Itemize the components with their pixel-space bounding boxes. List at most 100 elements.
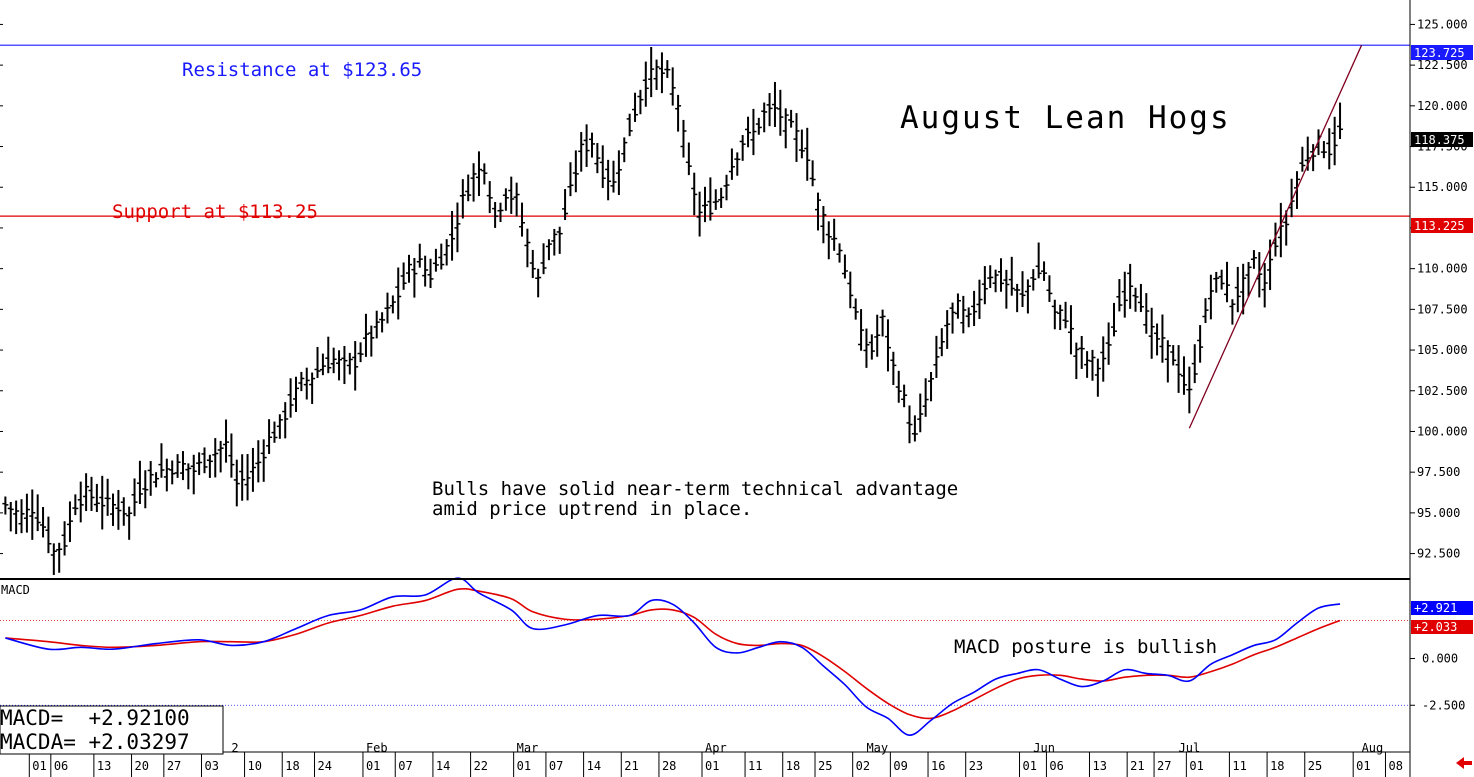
price-tick-label: 122.500 (1417, 58, 1468, 72)
ohlc-bar (954, 293, 961, 319)
ohlc-bar (196, 452, 203, 476)
ohlc-bar (1320, 141, 1327, 159)
ohlc-bar (104, 478, 111, 516)
ohlc-bar (1041, 261, 1048, 281)
price-tick-label: 105.000 (1417, 343, 1468, 357)
ohlc-bar (529, 249, 536, 278)
ohlc-bar (153, 472, 160, 488)
ohlc-bar (1170, 345, 1177, 366)
ohlc-bar (368, 325, 375, 357)
macda-signal-line (5, 587, 1341, 720)
ohlc-bar (540, 243, 547, 275)
ohlc-bar (960, 295, 967, 334)
ohlc-bar (50, 543, 57, 575)
day-label: 06 (54, 759, 68, 773)
day-label: 18 (786, 759, 800, 773)
ohlc-bar (158, 443, 165, 478)
tag-macd-bg (1411, 601, 1473, 615)
readout-macd: MACD= +2.92100 (0, 706, 190, 730)
ohlc-bar (658, 52, 665, 94)
ohlc-bar (239, 454, 246, 501)
ohlc-bar (465, 174, 472, 202)
ohlc-bar (965, 307, 972, 328)
ohlc-bar (357, 342, 364, 363)
ohlc-bar (486, 181, 493, 214)
ohlc-bar (93, 483, 100, 513)
ohlc-bar (745, 116, 752, 148)
day-label: 09 (893, 759, 907, 773)
ohlc-bar (1030, 269, 1037, 291)
ohlc-bar (411, 258, 418, 298)
ohlc-bar (45, 516, 52, 554)
ohlc-bar (260, 439, 267, 482)
ohlc-bar (346, 352, 353, 375)
ohlc-bar (567, 162, 574, 197)
price-panel (0, 44, 1410, 575)
ohlc-bar (917, 393, 924, 433)
ohlc-bar (981, 266, 988, 305)
ohlc-bar (1116, 279, 1123, 312)
month-label: Aug (1362, 741, 1384, 755)
ohlc-bar (228, 433, 235, 478)
ohlc-bar (292, 376, 299, 412)
ohlc-bar (761, 102, 768, 133)
ohlc-bar (1310, 144, 1317, 172)
ohlc-bar (755, 117, 762, 135)
ohlc-bar (142, 470, 149, 509)
ohlc-bar (637, 89, 644, 115)
scroll-left-arrow-icon[interactable] (1456, 757, 1472, 769)
ohlc-bar (1127, 263, 1134, 309)
ohlc-bar (771, 81, 778, 127)
ohlc-bar (459, 179, 466, 219)
ohlc-bar (223, 419, 230, 463)
ohlc-bar (389, 295, 396, 314)
ohlc-bar (1084, 351, 1091, 378)
ohlc-bar (131, 478, 138, 517)
ohlc-bar (72, 494, 79, 516)
ohlc-bar (1111, 302, 1118, 337)
day-label: 28 (662, 759, 676, 773)
day-label: 23 (969, 759, 983, 773)
ohlc-bar (255, 440, 262, 483)
ohlc-bar (1299, 146, 1306, 172)
ohlc-bar (562, 189, 569, 221)
ohlc-bar (1277, 202, 1284, 258)
ohlc-bar (341, 345, 348, 385)
day-label: 13 (1092, 759, 1106, 773)
ohlc-bar (793, 113, 800, 162)
ohlc-bar (475, 151, 482, 197)
price-tick-label: 95.000 (1417, 506, 1460, 520)
month-label: Jun (1033, 741, 1055, 755)
ohlc-bar (911, 415, 918, 442)
tag-resistance: 123.725 (1414, 46, 1465, 60)
day-label: 01 (517, 759, 531, 773)
ohlc-bar (728, 148, 735, 180)
ohlc-bar (481, 163, 488, 185)
ohlc-bar (1234, 266, 1241, 313)
ohlc-bar (34, 494, 41, 532)
ohlc-bar (508, 176, 515, 214)
ohlc-bar (734, 152, 741, 176)
ohlc-bar (879, 309, 886, 337)
ohlc-bar (1035, 242, 1042, 279)
ohlc-bar (287, 378, 294, 418)
ohlc-bar (1224, 261, 1231, 303)
ohlc-bar (1229, 299, 1236, 325)
price-tick-label: 92.500 (1417, 547, 1460, 561)
ohlc-bar (847, 271, 854, 309)
ohlc-bar (594, 143, 601, 174)
ohlc-bar (804, 127, 811, 181)
ohlc-bar (497, 202, 504, 223)
ohlc-bar (922, 378, 929, 417)
ohlc-bar (61, 521, 68, 556)
day-label: 21 (624, 759, 638, 773)
ohlc-bar (438, 243, 445, 270)
ohlc-bar (185, 463, 192, 490)
ohlc-bar (750, 108, 757, 156)
ohlc-bar (680, 119, 687, 158)
ohlc-bar (874, 314, 881, 357)
day-label: 18 (285, 759, 299, 773)
ohlc-bar (513, 182, 520, 217)
ohlc-bar (777, 89, 784, 136)
ohlc-bar (895, 370, 902, 403)
